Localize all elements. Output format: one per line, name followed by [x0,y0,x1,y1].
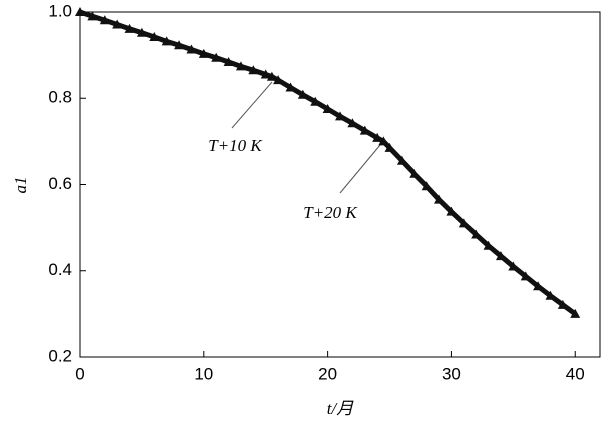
marker [335,111,345,121]
marker [378,136,389,146]
marker [112,19,123,29]
marker [310,96,321,106]
series-line [79,9,577,316]
marker [434,194,445,204]
x-axis-label: t/月 [327,399,354,418]
marker [396,155,407,165]
x-tick-label: 30 [442,364,461,383]
y-tick-label: 0.4 [48,260,72,279]
x-tick-label: 40 [566,364,585,383]
annotation: T+20 K [303,203,358,222]
marker [235,61,246,71]
plot-frame [79,11,601,358]
marker [458,218,469,228]
marker [508,261,519,271]
y-tick-label: 1.0 [48,1,72,20]
marker [75,7,85,16]
marker [186,44,197,54]
marker [273,75,284,85]
marker [384,142,395,152]
marker [372,132,383,142]
marker [161,36,172,46]
y-axis-label: a1 [11,177,30,194]
marker [471,229,482,239]
x-tick-label: 20 [318,364,337,383]
annotation-leader [339,144,381,194]
marker [174,40,185,50]
marker [421,181,432,191]
marker [495,251,506,261]
marker [557,299,568,309]
marker [211,52,222,62]
marker [99,15,110,25]
marker [87,11,98,21]
annotation-leader [231,81,273,129]
marker [359,125,370,135]
marker [248,65,259,75]
x-tick-label: 10 [194,364,213,383]
marker [297,89,308,99]
y-tick-label: 0.6 [48,174,72,193]
marker [124,23,135,33]
y-tick-label: 0.8 [48,88,72,107]
y-tick-label: 0.2 [48,346,72,365]
marker [520,271,531,281]
marker [266,71,277,81]
marker [533,281,544,291]
marker [149,32,160,42]
marker [223,57,234,67]
marker [545,290,556,300]
marker [260,69,271,79]
marker [285,82,296,92]
marker [409,168,420,178]
marker [322,104,333,114]
marker [570,308,581,318]
marker [347,118,358,128]
annotation: T+10 K [208,136,263,155]
x-tick-label: 0 [75,364,84,383]
marker [446,206,457,216]
marker [136,27,147,37]
marker [198,48,209,58]
marker [483,240,494,250]
